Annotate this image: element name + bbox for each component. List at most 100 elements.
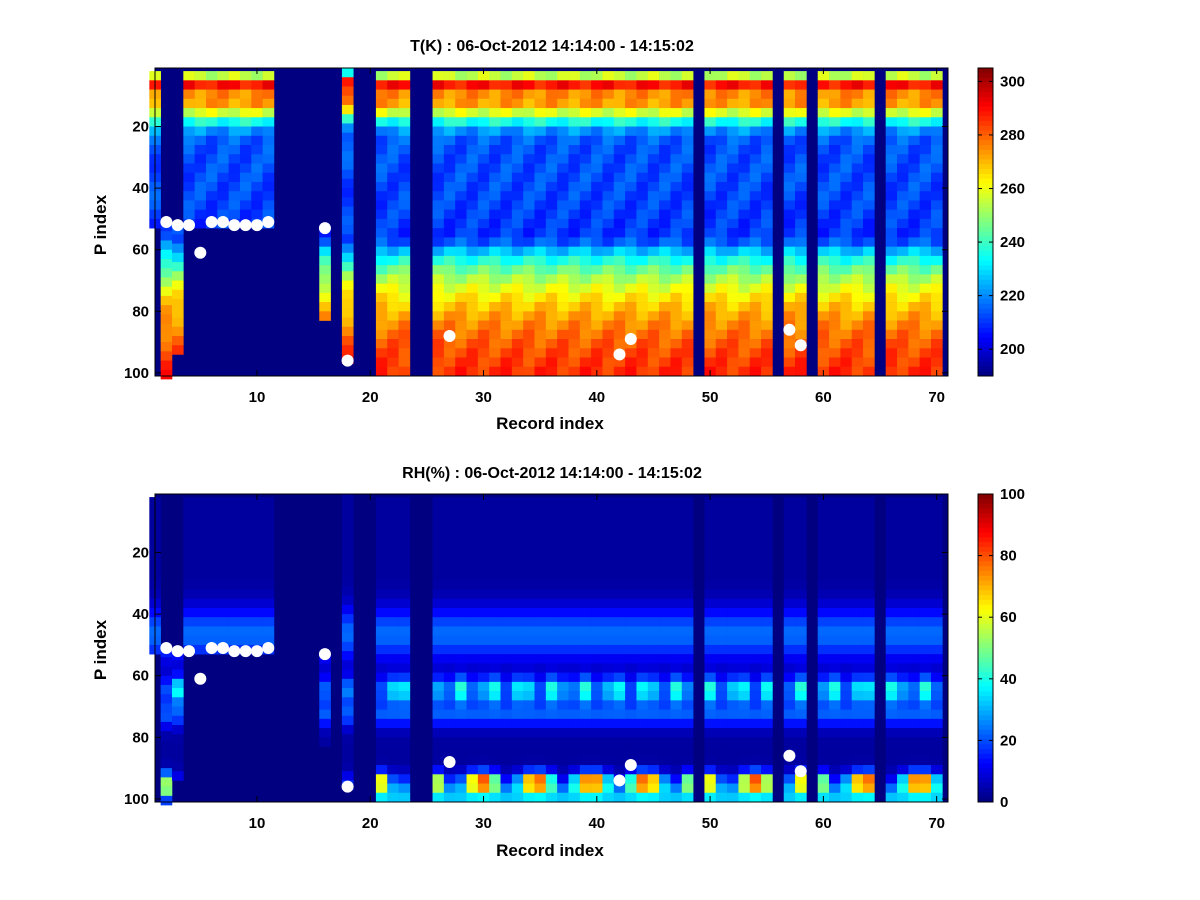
heatmap-cell — [829, 774, 841, 784]
heatmap-cell — [715, 617, 728, 627]
colorbar-segment — [978, 260, 993, 266]
heatmap-cell — [579, 126, 592, 137]
colorbar-segment — [978, 643, 993, 649]
heatmap-cell — [840, 709, 853, 720]
colorbar-segment — [978, 106, 993, 112]
heatmap-cell — [670, 543, 683, 553]
heatmap-cell — [160, 295, 173, 306]
heatmap-cell — [432, 765, 445, 775]
heatmap-cell — [500, 228, 513, 238]
heatmap-cell — [398, 80, 411, 90]
heatmap-cell — [477, 561, 490, 572]
heatmap-cell — [636, 320, 649, 331]
heatmap-cell — [557, 339, 569, 349]
heatmap-cell — [466, 339, 479, 349]
heatmap-cell — [613, 672, 626, 683]
heatmap-cell — [432, 589, 445, 600]
heatmap-cell — [795, 228, 807, 238]
heatmap-cell — [443, 718, 456, 729]
heatmap-cell — [795, 98, 807, 109]
heatmap-cell — [704, 237, 717, 247]
heatmap-cell — [375, 348, 388, 358]
heatmap-cell — [534, 598, 547, 609]
heatmap-cell — [670, 728, 683, 738]
heatmap-cell — [432, 654, 445, 664]
heatmap-cell — [455, 302, 467, 312]
heatmap-cell — [795, 728, 807, 738]
heatmap-cell — [262, 172, 275, 183]
heatmap-cell — [489, 626, 501, 636]
heatmap-cell — [477, 145, 490, 155]
heatmap-cell — [829, 154, 841, 164]
heatmap-cell — [681, 746, 694, 757]
heatmap-cell — [500, 218, 513, 229]
heatmap-cell — [160, 305, 173, 315]
heatmap-cell — [500, 497, 513, 507]
heatmap-cell — [489, 654, 501, 664]
heatmap-cell — [523, 755, 535, 766]
heatmap-cell — [795, 117, 807, 127]
heatmap-cell — [829, 265, 841, 275]
heatmap-cell — [489, 265, 501, 275]
y-tick-label: 80 — [132, 303, 149, 320]
heatmap-cell — [897, 515, 909, 526]
heatmap-cell — [613, 681, 626, 692]
heatmap-cell — [738, 163, 751, 174]
heatmap-cell — [851, 746, 864, 757]
heatmap-cell — [568, 718, 581, 729]
heatmap-cell — [885, 672, 898, 683]
heatmap-cell — [885, 589, 898, 600]
heatmap-cell — [262, 497, 275, 507]
heatmap-cell — [885, 598, 898, 609]
heatmap-cell — [647, 681, 660, 692]
heatmap-cell — [829, 755, 841, 766]
heatmap-cell — [511, 571, 524, 581]
heatmap-cell — [919, 80, 932, 90]
heatmap-cell — [239, 607, 252, 618]
heatmap-cell — [387, 728, 399, 738]
heatmap-cell — [647, 783, 660, 794]
heatmap-cell — [625, 774, 637, 784]
heatmap-cell — [557, 543, 569, 553]
heatmap-cell — [455, 366, 467, 377]
colorbar-segment — [978, 241, 993, 247]
heatmap-cell — [579, 580, 592, 590]
heatmap-cell — [262, 607, 275, 618]
heatmap-cell — [228, 626, 241, 636]
heatmap-cell — [738, 700, 751, 710]
heatmap-cell — [194, 561, 207, 572]
heatmap-cell — [919, 524, 932, 535]
heatmap-cell — [931, 357, 943, 368]
heatmap-cell — [783, 543, 796, 553]
heatmap-cell — [931, 320, 943, 331]
heatmap-cell — [783, 580, 796, 590]
heatmap-column — [432, 497, 445, 803]
heatmap-cell — [851, 681, 864, 692]
heatmap-cell — [727, 237, 739, 247]
heatmap-cell — [489, 172, 501, 183]
heatmap-cell — [863, 200, 875, 210]
heatmap-cell — [466, 108, 479, 118]
heatmap-cell — [205, 191, 218, 201]
heatmap-cell — [251, 98, 263, 109]
heatmap-cell — [659, 635, 671, 646]
heatmap-cell — [511, 292, 524, 303]
heatmap-cell — [545, 635, 558, 646]
heatmap-cell — [228, 98, 241, 109]
heatmap-column — [228, 497, 241, 655]
heatmap-cell — [931, 265, 943, 275]
heatmap-cell — [341, 715, 354, 726]
heatmap-cell — [443, 635, 456, 646]
heatmap-cell — [704, 339, 717, 349]
heatmap-column — [840, 71, 853, 377]
heatmap-cell — [341, 706, 354, 717]
colorbar-tick-label: 300 — [1000, 73, 1025, 90]
heatmap-cell — [749, 348, 762, 358]
heatmap-cell — [783, 737, 796, 747]
heatmap-cell — [931, 283, 943, 294]
heatmap-cell — [489, 561, 501, 572]
heatmap-cell — [704, 117, 717, 127]
heatmap-cell — [783, 626, 796, 636]
colorbar-segment — [978, 313, 993, 319]
heatmap-cell — [738, 571, 751, 581]
